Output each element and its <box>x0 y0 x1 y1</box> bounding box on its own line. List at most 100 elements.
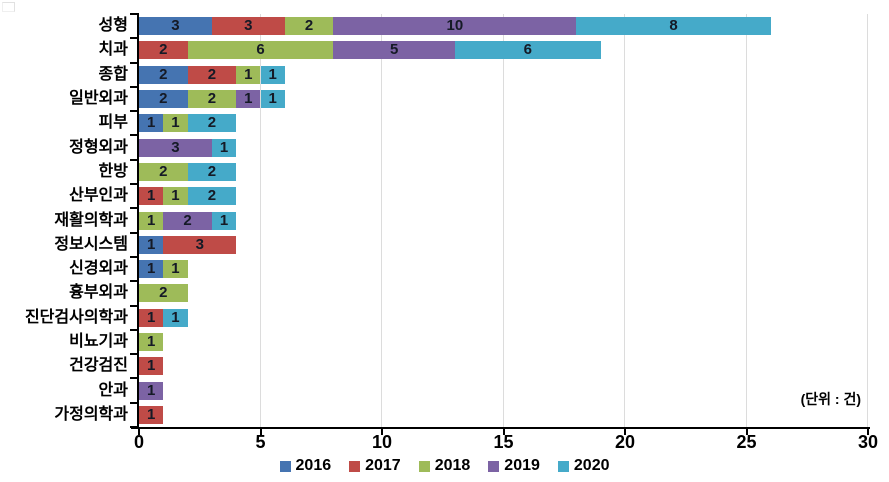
bar-row: 1 2 1 <box>139 211 868 230</box>
gridline <box>502 14 504 427</box>
legend-item: 2018 <box>418 457 471 474</box>
y-tick <box>130 37 137 40</box>
segment-value-label: 2 <box>207 114 217 132</box>
segment-value-label: 5 <box>389 41 399 59</box>
bar-segment: 2 <box>187 65 237 84</box>
bar-segment: 1 <box>139 114 164 133</box>
bar-segment: 2 <box>139 284 188 303</box>
segment-value-label: 1 <box>219 138 229 156</box>
legend-item: 2020 <box>557 457 610 474</box>
gridline <box>259 14 261 427</box>
segment-value-label: 1 <box>146 260 156 278</box>
category-label: 비뇨기과 <box>69 332 128 350</box>
bar-segment: 1 <box>139 357 164 376</box>
legend-label: 2018 <box>434 457 471 474</box>
segment-value-label: 2 <box>207 162 217 180</box>
legend-swatch <box>557 460 569 472</box>
bar-segment: 6 <box>454 41 601 60</box>
x-tick <box>745 429 748 435</box>
gridline <box>624 14 625 427</box>
category-label: 성형 <box>98 17 128 35</box>
segment-value-label: 1 <box>146 405 156 423</box>
x-tick-label: 10 <box>371 432 393 452</box>
legend-swatch <box>488 460 500 472</box>
segment-value-label: 2 <box>159 41 168 59</box>
legend-item: 2019 <box>488 458 540 474</box>
legend-item: 2017 <box>349 458 401 474</box>
x-tick-label: 25 <box>736 432 757 452</box>
legend-label: 2019 <box>504 457 540 474</box>
bar-segment: 1 <box>163 114 188 133</box>
bar-segment: 2 <box>139 90 188 109</box>
top-left-artifact <box>2 2 15 12</box>
segment-value-label: 2 <box>159 65 168 83</box>
bar-segment: 1 <box>139 260 164 279</box>
bar-segment: 1 <box>139 332 164 351</box>
bar-segment: 6 <box>187 41 334 60</box>
category-label: 치과 <box>98 41 128 59</box>
segment-value-label: 2 <box>304 17 314 35</box>
y-tick <box>130 353 137 356</box>
category-label: 정형외과 <box>69 138 128 156</box>
y-tick <box>130 426 137 428</box>
gridline <box>381 14 382 427</box>
category-label: 산부인과 <box>69 187 128 205</box>
y-tick <box>130 377 137 380</box>
bar-segment: 1 <box>139 308 164 327</box>
segment-value-label: 1 <box>146 235 156 253</box>
category-label: 정보시스템 <box>54 235 128 253</box>
legend-item: 2016 <box>279 458 331 474</box>
segment-value-label: 6 <box>256 41 265 59</box>
bar-segment: 1 <box>139 235 164 254</box>
y-tick <box>130 183 137 186</box>
segment-value-label: 1 <box>171 260 180 278</box>
segment-value-label: 1 <box>146 211 156 229</box>
segment-value-label: 1 <box>146 332 156 350</box>
segment-value-label: 2 <box>159 284 168 302</box>
segment-value-label: 2 <box>159 90 168 108</box>
legend-swatch <box>349 460 361 472</box>
segment-value-label: 1 <box>219 211 229 229</box>
legend-label: 2020 <box>573 457 610 474</box>
segment-value-label: 1 <box>146 114 156 132</box>
y-tick <box>130 13 137 15</box>
y-tick <box>130 231 137 234</box>
bar-row: 1 <box>139 405 868 424</box>
category-label: 일반외과 <box>69 90 128 108</box>
segment-value-label: 1 <box>171 114 180 132</box>
category-label: 흉부외과 <box>69 284 128 302</box>
bar-segment: 2 <box>163 211 212 230</box>
bar-segment: 3 <box>211 17 285 36</box>
y-tick <box>130 85 137 88</box>
y-tick <box>130 61 137 64</box>
bar-segment: 5 <box>333 41 455 60</box>
bar-segment: 8 <box>576 17 771 36</box>
x-tick <box>867 429 869 435</box>
y-tick <box>130 134 137 137</box>
bar-segment: 10 <box>333 17 577 36</box>
bar-segment: 1 <box>260 90 285 109</box>
bar-row: 1 <box>139 381 868 400</box>
y-axis-line <box>137 13 139 429</box>
bar-segment: 3 <box>139 17 212 36</box>
x-tick <box>259 429 262 435</box>
segment-value-label: 1 <box>244 65 253 83</box>
segment-value-label: 3 <box>244 17 253 35</box>
category-label: 안과 <box>98 381 128 399</box>
bar-segment: 1 <box>163 260 188 279</box>
bar-segment: 2 <box>187 90 237 109</box>
x-tick-label: 0 <box>133 432 145 452</box>
category-label: 신경외과 <box>69 260 128 278</box>
x-tick-label: 5 <box>255 432 266 452</box>
unit-note: (단위 : 건) <box>800 391 861 407</box>
bar-segment: 1 <box>236 65 261 84</box>
x-tick-label: 30 <box>857 432 879 452</box>
segment-value-label: 1 <box>268 65 277 83</box>
segment-value-label: 1 <box>268 90 277 108</box>
category-label: 한방 <box>98 162 128 180</box>
bar-segment: 1 <box>139 405 164 424</box>
segment-value-label: 6 <box>523 41 532 59</box>
